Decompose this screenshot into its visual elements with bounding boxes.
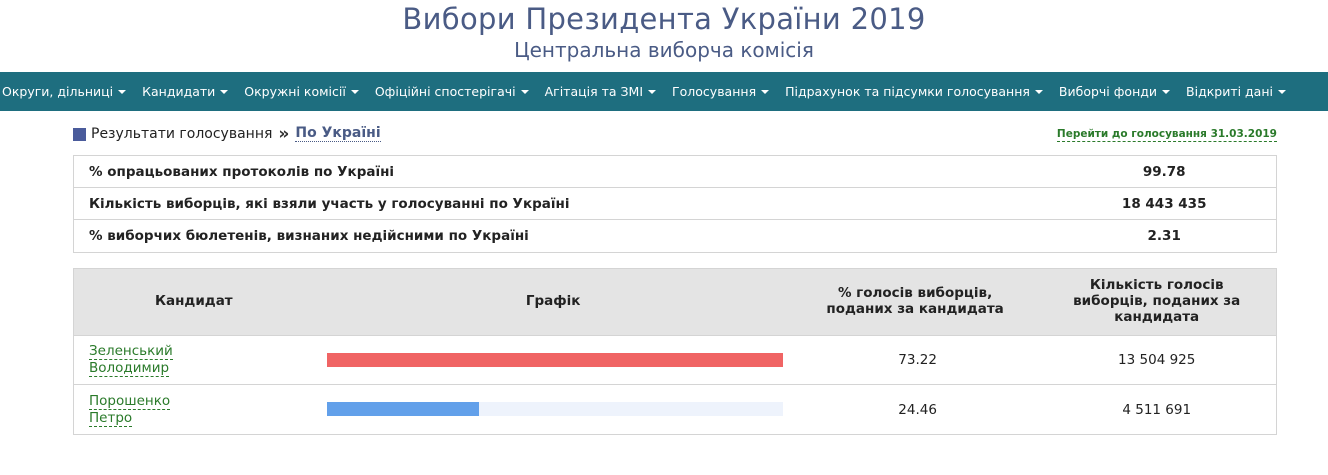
header-count: Кількість голосів виборців, поданих за к… (1037, 277, 1276, 326)
breadcrumb-current[interactable]: По Україні (295, 124, 381, 143)
nav-label: Кандидати (142, 84, 216, 99)
results-header-row: Кандидат Графік % голосів виборців, пода… (74, 269, 1276, 336)
nav-item-election-funds[interactable]: Виборчі фонди (1051, 72, 1178, 111)
nav-label: Офіційні спостерігачі (374, 84, 516, 99)
summary-row: % опрацьованих протоколів по Україні 99.… (74, 156, 1276, 188)
nav-item-counting-results[interactable]: Підрахунок та підсумки голосування (777, 72, 1051, 111)
main-navbar: Округи, дільниці Кандидати Окружні коміс… (0, 72, 1328, 111)
site-subtitle: Центральна виборча комісія (514, 38, 814, 62)
bar-track (326, 352, 783, 367)
caret-down-icon (350, 90, 359, 94)
header-count-line: виборців, поданих за (1073, 293, 1241, 310)
caret-down-icon (648, 90, 657, 94)
candidate-cell: Порошенко Петро (74, 392, 314, 427)
nav-item-voting[interactable]: Голосування (664, 72, 777, 111)
breadcrumb-separator: » (278, 123, 290, 144)
table-row: Порошенко Петро 24.46 4 511 691 (74, 385, 1276, 434)
caret-down-icon (761, 90, 770, 94)
goto-first-round-link[interactable]: Перейти до голосування 31.03.2019 (1056, 128, 1277, 142)
nav-label: Виборчі фонди (1058, 84, 1158, 99)
count-cell: 4 511 691 (1122, 401, 1192, 418)
square-bullet-icon (73, 127, 86, 141)
header-candidate: Кандидат (154, 293, 233, 310)
header-percent: % голосів виборців, поданих за кандидата (793, 285, 1038, 318)
nav-label: Відкриті дані (1186, 84, 1273, 99)
nav-item-observers[interactable]: Офіційні спостерігачі (367, 72, 537, 111)
summary-label: % виборчих бюлетенів, визнаних недійсним… (89, 228, 529, 244)
percent-cell: 24.46 (898, 401, 937, 418)
header-percent-line: поданих за кандидата (826, 301, 1004, 317)
header-count-line: кандидата (1114, 308, 1200, 325)
summary-row: % виборчих бюлетенів, визнаних недійсним… (74, 220, 1276, 252)
summary-value: 2.31 (1147, 228, 1181, 244)
page-header: Вибори Президента України 2019 Центральн… (0, 0, 1328, 72)
caret-down-icon (220, 90, 229, 94)
breadcrumb-root: Результати голосування (91, 126, 273, 142)
nav-item-district-commissions[interactable]: Окружні комісії (236, 72, 367, 111)
nav-item-candidates[interactable]: Кандидати (134, 72, 236, 111)
candidate-link[interactable]: Зеленський (89, 343, 173, 361)
nav-item-campaign-media[interactable]: Агітація та ЗМІ (537, 72, 664, 111)
graph-cell (314, 385, 793, 434)
vote-bar (326, 352, 783, 367)
nav-item-open-data[interactable]: Відкриті дані (1178, 72, 1294, 111)
nav-label: Підрахунок та підсумки голосування (785, 84, 1030, 99)
header-count-line: Кількість голосів (1089, 277, 1224, 294)
summary-label: Кількість виборців, які взяли участь у г… (89, 195, 570, 212)
caret-down-icon (1278, 90, 1286, 94)
candidate-link[interactable]: Володимир (89, 360, 170, 377)
header-graph: Графік (525, 293, 581, 310)
nav-label: Окружні комісії (244, 84, 346, 99)
summary-label: % опрацьованих протоколів по Україні (89, 163, 395, 180)
nav-label: Округи, дільниці (2, 84, 114, 99)
summary-row: Кількість виборців, які взяли участь у г… (74, 188, 1276, 220)
summary-value: 18 443 435 (1121, 195, 1207, 212)
caret-down-icon (520, 90, 529, 94)
candidate-link[interactable]: Порошенко (89, 392, 171, 410)
candidate-link[interactable]: Петро (89, 409, 133, 427)
bar-track (326, 402, 783, 416)
summary-table: % опрацьованих протоколів по Україні 99.… (73, 155, 1277, 253)
candidate-cell: Зеленський Володимир (74, 343, 314, 377)
caret-down-icon (1034, 90, 1043, 94)
caret-down-icon (1162, 90, 1171, 94)
caret-down-icon (118, 90, 127, 94)
nav-label: Агітація та ЗМІ (544, 84, 644, 99)
summary-value: 99.78 (1142, 163, 1186, 180)
percent-cell: 73.22 (898, 352, 937, 368)
site-title: Вибори Президента України 2019 (402, 2, 926, 36)
graph-cell (314, 336, 793, 385)
header-percent-line: % голосів виборців, (837, 285, 993, 302)
results-table: Кандидат Графік % голосів виборців, пода… (73, 268, 1277, 435)
count-cell: 13 504 925 (1118, 352, 1196, 368)
vote-bar (326, 402, 479, 416)
breadcrumb: Результати голосування » По Україні (73, 124, 381, 144)
nav-item-districts[interactable]: Округи, дільниці (0, 72, 134, 111)
nav-label: Голосування (672, 84, 757, 99)
table-row: Зеленський Володимир 73.22 13 504 925 (74, 336, 1276, 385)
